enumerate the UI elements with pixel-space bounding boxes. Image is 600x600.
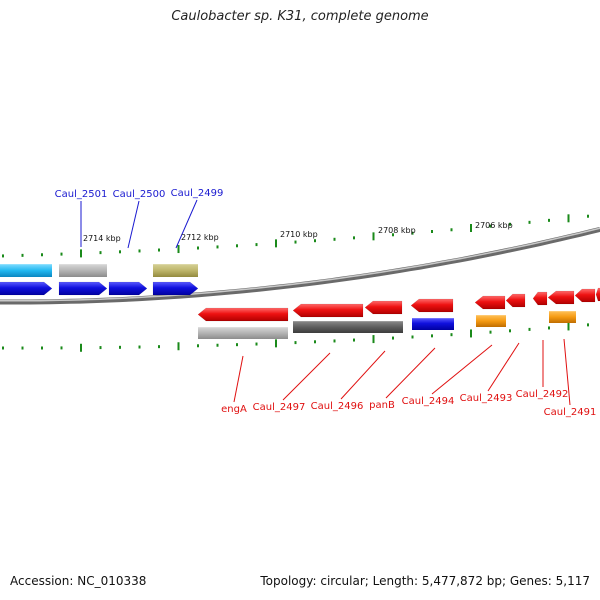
reverse-gene-label[interactable]: Caul_2493 [460, 393, 513, 404]
label-leader-line [340, 350, 386, 400]
feature-bar [476, 315, 506, 327]
feature-bar-edge [198, 325, 288, 328]
reverse-gene-arrow [292, 303, 364, 318]
feature-bar-edge [412, 316, 454, 319]
reverse-gene-label[interactable]: Caul_2496 [311, 401, 364, 412]
reverse-gene-label[interactable]: Caul_2491 [544, 407, 597, 418]
scale-label: 2712 kbp [181, 233, 219, 242]
reverse-gene-arrow [474, 295, 506, 310]
reverse-gene-arrow [547, 290, 575, 305]
reverse-gene-label[interactable]: Caul_2492 [516, 389, 569, 400]
feature-bar [549, 311, 576, 323]
backbone-line [0, 226, 600, 305]
map-title: Caulobacter sp. K31, complete genome [171, 9, 429, 24]
feature-bar-edge [293, 319, 403, 322]
reverse-gene-arrow [574, 288, 596, 303]
feature-bar [412, 318, 454, 330]
feature-bar-edge [0, 262, 52, 265]
feature-bar-edge [153, 262, 198, 265]
feature-bar-edge [59, 262, 107, 265]
scale-label: 2710 kbp [280, 230, 318, 239]
scale-labels: 2714 kbp 2712 kbp 2710 kbp 2708 kbp 2706 kbp [83, 221, 513, 243]
forward-gene-arrow [58, 281, 108, 296]
scale-ticks [2, 214, 589, 352]
accession-text: Accession: NC_010338 [10, 574, 147, 588]
label-leader-line [431, 344, 493, 395]
reverse-gene-label[interactable]: panB [369, 400, 395, 411]
reverse-gene-arrow [410, 298, 454, 313]
reverse-gene-arrow [532, 291, 548, 306]
feature-bar-edge [549, 309, 576, 312]
genome-backbone [0, 226, 600, 305]
feature-bar [0, 264, 52, 277]
forward-gene-label[interactable]: Caul_2499 [171, 188, 224, 199]
gene-labels: Caul_2501 Caul_2500 Caul_2499 engA Caul_2497… [55, 188, 597, 418]
forward-gene-arrow [108, 281, 148, 296]
feature-bar [59, 264, 107, 277]
forward-gene-label[interactable]: Caul_2500 [113, 189, 166, 200]
feature-bar [198, 327, 288, 339]
reverse-gene-label[interactable]: Caul_2497 [253, 402, 306, 413]
forward-gene-arrow [152, 281, 199, 296]
label-leader-line [127, 200, 140, 249]
reverse-gene-arrow [595, 287, 600, 302]
forward-gene-label[interactable]: Caul_2501 [55, 189, 108, 200]
scale-label: 2706 kbp [475, 221, 513, 230]
feature-bar [293, 321, 403, 333]
label-leader-line [282, 352, 331, 401]
backbone-highlight [0, 227, 600, 302]
label-leader-line [385, 347, 436, 399]
scale-label: 2708 kbp [378, 226, 416, 235]
reverse-gene-label[interactable]: Caul_2494 [402, 396, 455, 407]
gene-track [0, 262, 600, 339]
label-leader-line [233, 355, 244, 403]
scale-label: 2714 kbp [83, 234, 121, 243]
feature-bar-edge [476, 313, 506, 316]
label-leader-line [175, 199, 198, 249]
genome-summary-text: Topology: circular; Length: 5,477,872 bp… [260, 574, 590, 588]
label-leader-line [563, 338, 571, 406]
label-leader-line [487, 342, 520, 392]
reverse-gene-arrow [197, 307, 289, 322]
reverse-gene-arrow [364, 300, 403, 315]
reverse-gene-label[interactable]: engA [221, 404, 247, 415]
forward-gene-arrow [0, 281, 53, 296]
feature-bar [153, 264, 198, 277]
reverse-gene-arrow [505, 293, 526, 308]
